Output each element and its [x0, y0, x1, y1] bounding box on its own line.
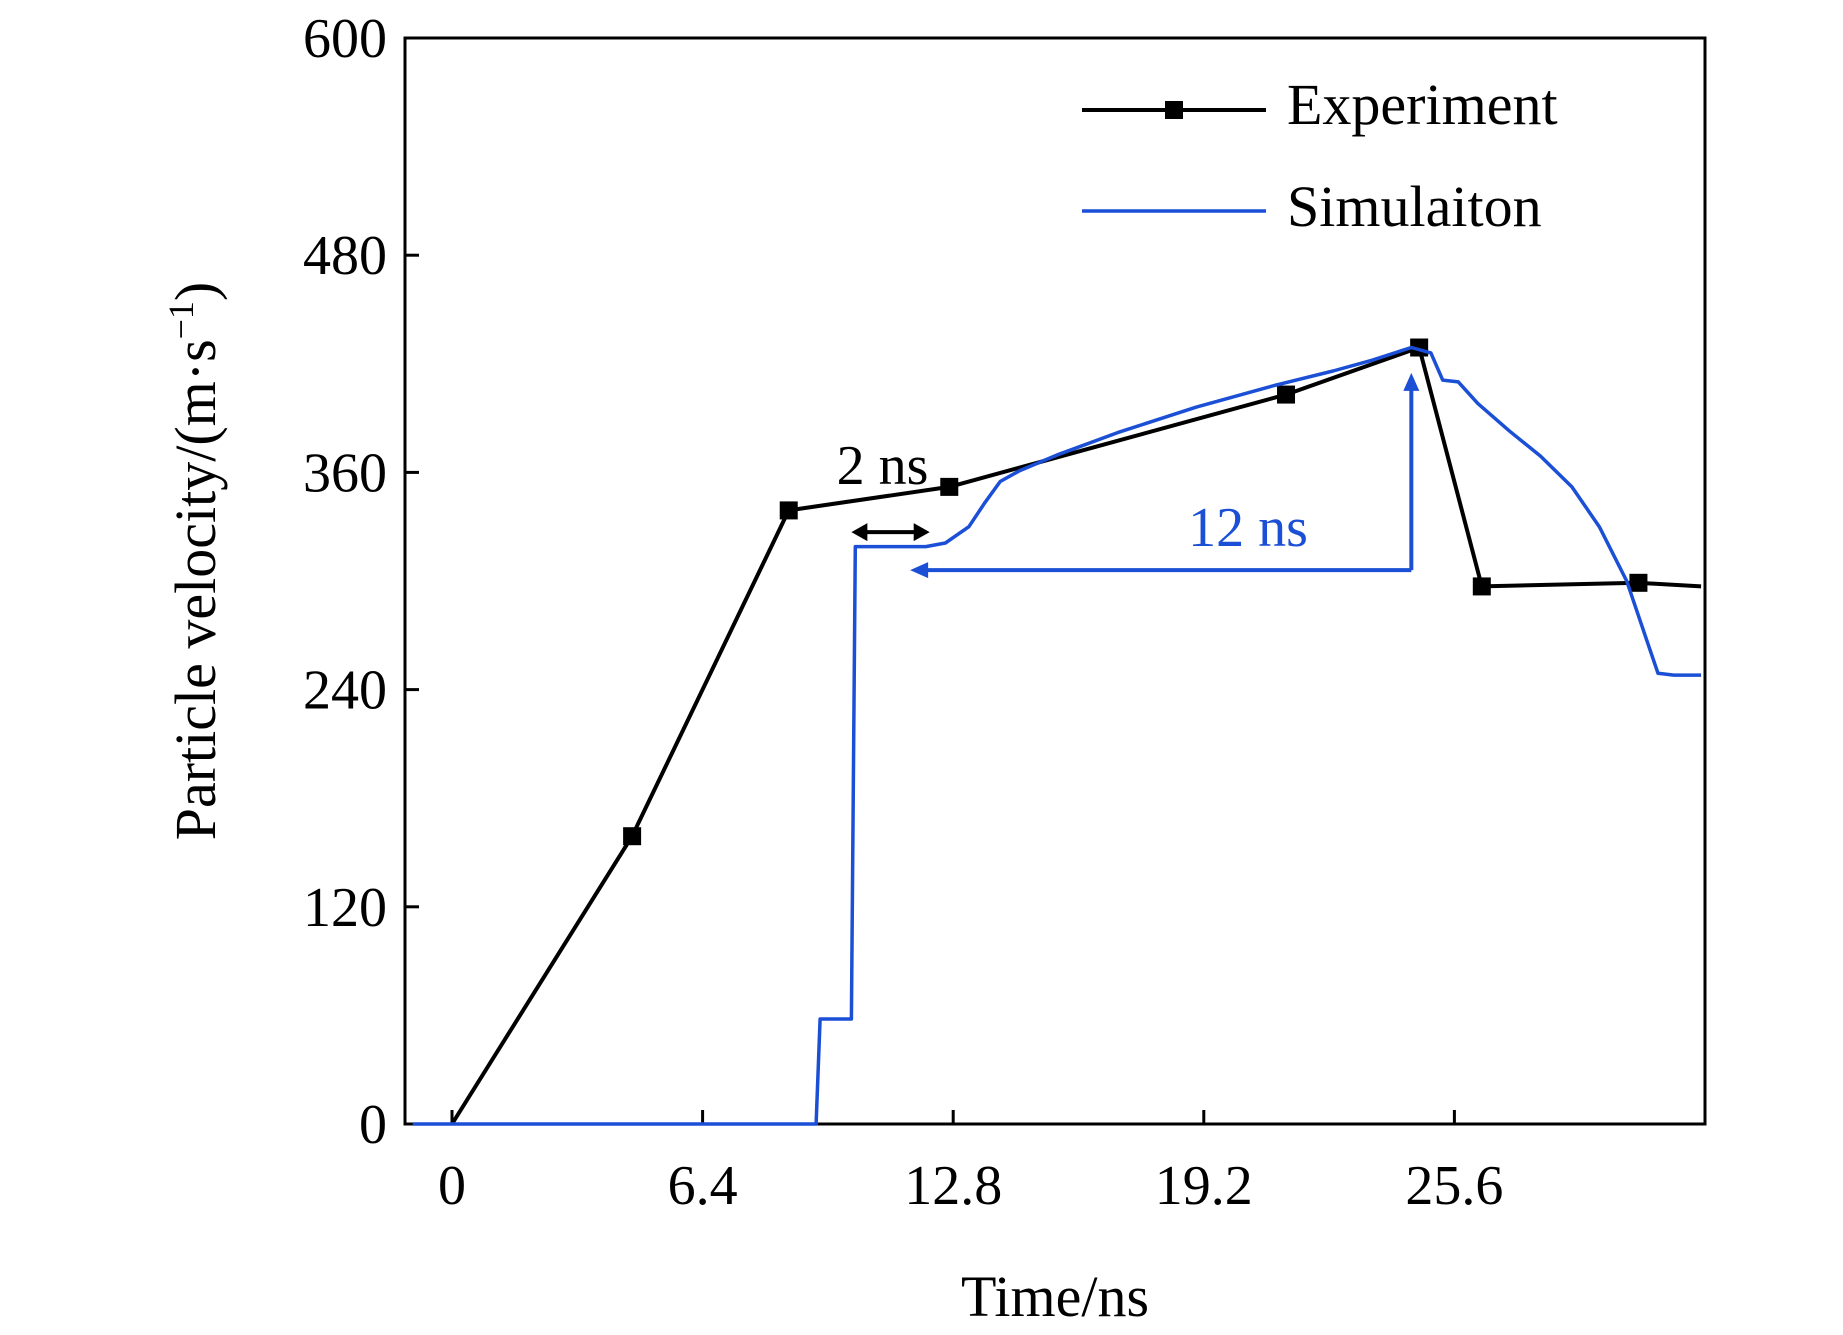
annotation-12ns: 12 ns	[1188, 497, 1308, 559]
x-axis-title: Time/ns	[961, 1264, 1149, 1329]
y-axis-title-main: Particle velocity/(m·s	[163, 339, 228, 840]
experiment-marker	[1472, 577, 1491, 596]
y-axis-title-close: )	[163, 282, 228, 301]
experiment-line	[450, 345, 1702, 1126]
x-tick-label: 0	[438, 1155, 466, 1217]
plot-frame	[403, 36, 1707, 1126]
x-tick-label: 12.8	[904, 1155, 1002, 1217]
x-tick-label: 6.4	[668, 1155, 738, 1217]
y-tick-label: 360	[303, 442, 387, 504]
annotation-2ns-arrowhead-right	[913, 523, 930, 542]
series-layer	[412, 338, 1702, 1126]
annotation-2ns: 2 ns	[837, 435, 929, 497]
annotation-12ns-arrowhead-up	[1403, 372, 1420, 391]
x-tick-label: 19.2	[1155, 1155, 1253, 1217]
y-tick-label: 240	[303, 660, 387, 722]
axis-ticks: 0 6.4 12.8 19.2 25.6 0 120 240 360 480 600	[303, 8, 1503, 1217]
legend: Experiment Simulaiton	[1082, 72, 1558, 239]
simulation-line	[412, 345, 1702, 1126]
y-axis-title: Particle velocity/(m·s−1)	[161, 282, 228, 841]
x-tick-label: 25.6	[1405, 1155, 1503, 1217]
experiment-marker	[940, 477, 959, 496]
experiment-marker	[1277, 385, 1296, 404]
legend-label-experiment: Experiment	[1287, 72, 1558, 137]
annotation-2ns-arrowhead-left	[851, 523, 868, 542]
annotation-12ns-arrowhead-left	[910, 562, 929, 579]
experiment-marker	[779, 501, 798, 520]
legend-label-simulation: Simulaiton	[1287, 174, 1542, 239]
y-tick-label: 480	[303, 225, 387, 287]
plot-area	[403, 36, 1707, 1126]
y-tick-label: 120	[303, 877, 387, 939]
legend-experiment-marker	[1165, 101, 1183, 119]
annotations: 2 ns 12 ns	[837, 372, 1420, 579]
experiment-marker	[623, 827, 642, 846]
y-tick-label: 0	[359, 1094, 387, 1156]
experiment-marker	[1629, 573, 1648, 592]
y-tick-label: 600	[303, 8, 387, 70]
y-axis-title-superscript: −1	[161, 301, 201, 339]
